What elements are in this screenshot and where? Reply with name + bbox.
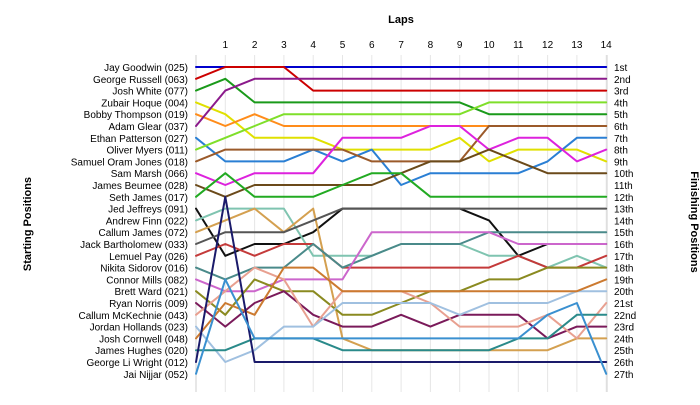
lap-tick-label: 4: [310, 40, 316, 51]
driver-label: James Hughes (020): [95, 346, 188, 357]
driver-position-line: [195, 266, 608, 340]
finishing-position-label: 17th: [614, 252, 633, 263]
driver-position-line: [195, 77, 608, 116]
lap-tick-label: 3: [281, 40, 287, 51]
lap-tick-label: 14: [601, 40, 613, 51]
lap-ticks: 1 2 3 4 5 6 7 8 9 10 11 12 13 14: [223, 40, 613, 51]
driver-label: Brett Ward (021): [114, 287, 188, 298]
finishing-position-label: 13th: [614, 205, 633, 216]
driver-position-line: [195, 207, 608, 245]
driver-label: Josh White (077): [112, 87, 188, 98]
driver-label: George Li Wright (012): [86, 358, 188, 369]
lap-tick-label: 8: [428, 40, 434, 51]
driver-position-line: [195, 278, 608, 375]
finishing-position-label: 16th: [614, 240, 633, 251]
finishing-position-labels: 1st2nd3rd4th5th6th7th8th9th10th11th12th1…: [614, 63, 636, 381]
gridlines: [224, 55, 607, 392]
driver-label: Connor Mills (082): [106, 275, 188, 286]
lap-tick-label: 13: [571, 40, 583, 51]
finishing-position-label: 11th: [614, 181, 633, 192]
finishing-position-label: 5th: [614, 110, 628, 121]
driver-position-line: [195, 101, 608, 163]
lap-tick-label: 2: [252, 40, 258, 51]
finishing-position-label: 1st: [614, 63, 628, 74]
finishing-position-label: 19th: [614, 275, 633, 286]
finishing-position-label: 9th: [614, 157, 628, 168]
driver-label: Ethan Patterson (027): [90, 134, 188, 145]
driver-label: Ryan Norris (009): [109, 299, 188, 310]
driver-label: Lemuel Pay (026): [109, 252, 188, 263]
finishing-position-label: 25th: [614, 346, 633, 357]
lap-tick-label: 5: [340, 40, 346, 51]
driver-label: Callum McKechnie (043): [79, 311, 189, 322]
right-axis-title: Finishing Positions: [688, 171, 700, 272]
finishing-position-label: 4th: [614, 98, 628, 109]
driver-labels: Jay Goodwin (025)George Russell (063)Jos…: [71, 63, 188, 381]
finishing-position-label: 3rd: [614, 87, 628, 98]
driver-position-line: [195, 195, 608, 363]
driver-label: Jay Goodwin (025): [104, 63, 188, 74]
finishing-position-label: 21st: [614, 299, 633, 310]
chart-title: Laps: [388, 14, 414, 26]
lap-tick-label: 12: [542, 40, 554, 51]
driver-label: Jack Bartholomew (033): [80, 240, 188, 251]
driver-label: Bobby Thompson (019): [84, 110, 188, 121]
finishing-position-label: 26th: [614, 358, 633, 369]
finishing-position-label: 24th: [614, 334, 633, 345]
series-lines: [195, 66, 608, 375]
driver-position-line: [195, 77, 608, 127]
driver-label: Jai Nijjar (052): [124, 370, 188, 381]
finishing-position-label: 6th: [614, 122, 628, 133]
driver-position-line: [195, 231, 608, 281]
driver-label: Seth James (017): [109, 193, 188, 204]
driver-position-line: [195, 66, 608, 92]
driver-position-line: [195, 231, 608, 293]
driver-position-line: [195, 125, 608, 163]
lap-tick-label: 1: [223, 40, 229, 51]
lap-tick-label: 9: [457, 40, 463, 51]
driver-label: Callum James (072): [99, 228, 188, 239]
driver-label: Samuel Oram Jones (018): [71, 157, 188, 168]
finishing-position-label: 7th: [614, 134, 628, 145]
driver-label: Zubair Hoque (004): [101, 98, 188, 109]
finishing-position-label: 22nd: [614, 311, 636, 322]
driver-label: Josh Cornwell (048): [99, 334, 188, 345]
finishing-position-label: 8th: [614, 146, 628, 157]
lap-tick-label: 6: [369, 40, 375, 51]
finishing-position-label: 20th: [614, 287, 633, 298]
finishing-position-label: 2nd: [614, 75, 631, 86]
driver-label: George Russell (063): [93, 75, 188, 86]
driver-position-line: [195, 101, 608, 151]
lap-tick-label: 11: [513, 40, 524, 51]
driver-label: Nikita Sidorov (016): [100, 264, 188, 275]
finishing-position-label: 12th: [614, 193, 633, 204]
left-axis-title: Starting Positions: [22, 177, 34, 271]
driver-label: Oliver Myers (011): [107, 146, 189, 157]
driver-position-line: [195, 290, 608, 363]
lap-tick-label: 10: [483, 40, 495, 51]
finishing-position-label: 27th: [614, 370, 633, 381]
finishing-position-label: 18th: [614, 264, 633, 275]
driver-position-line: [195, 172, 608, 198]
driver-position-line: [195, 136, 608, 186]
driver-label: Jed Jeffreys (091): [108, 205, 188, 216]
driver-label: Sam Marsh (066): [111, 169, 188, 180]
lap-tick-label: 7: [398, 40, 404, 51]
driver-position-line: [195, 125, 608, 186]
finishing-position-label: 23rd: [614, 323, 634, 334]
finishing-position-label: 15th: [614, 228, 633, 239]
driver-label: Adam Glear (037): [109, 122, 188, 133]
driver-label: Jordan Hollands (023): [90, 323, 188, 334]
driver-label: Andrew Finn (022): [106, 216, 188, 227]
finishing-position-label: 14th: [614, 216, 633, 227]
driver-label: James Beumee (028): [92, 181, 188, 192]
finishing-position-label: 10th: [614, 169, 633, 180]
driver-position-line: [195, 243, 608, 269]
